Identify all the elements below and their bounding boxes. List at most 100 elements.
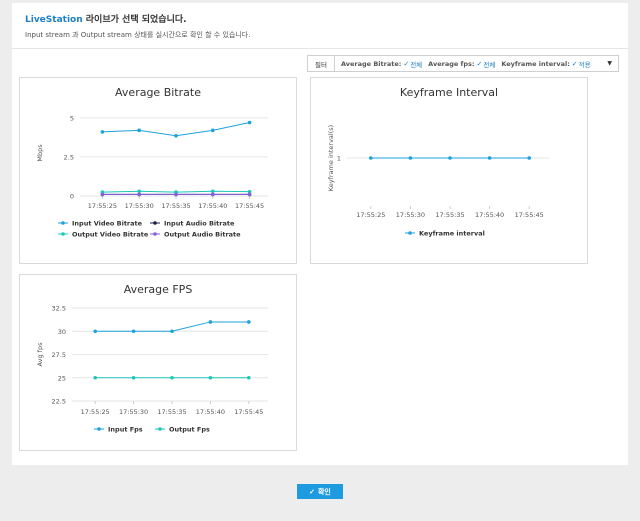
legend-swatch-dot	[153, 232, 157, 236]
data-point	[247, 120, 252, 125]
legend-label: Output Audio Bitrate	[164, 231, 241, 239]
data-point	[247, 189, 252, 194]
x-tick-label: 17:55:40	[196, 408, 225, 416]
legend-swatch-dot	[408, 231, 412, 235]
x-tick-label: 17:55:40	[198, 202, 227, 210]
keyframe-interval-chart: Keyframe Interval 1 Keyframe interval(s) 17…	[310, 77, 588, 264]
x-tick-label: 17:55:45	[234, 408, 263, 416]
filter-keyframe-interval[interactable]: Keyframe interval: ✓ 적용	[501, 59, 590, 69]
legend-label: Input Video Bitrate	[72, 220, 143, 228]
data-point	[247, 192, 252, 197]
y-tick-label: 27.5	[52, 351, 66, 359]
legend-swatch-dot	[97, 427, 101, 431]
legend-label: Input Audio Bitrate	[164, 220, 235, 228]
filter-button[interactable]: 필터	[308, 56, 335, 71]
legend-label: Output Video Bitrate	[72, 231, 149, 239]
data-point	[93, 375, 97, 380]
data-point	[247, 320, 251, 324]
brand-name: LiveStation	[25, 15, 83, 25]
y-tick-label: 22.5	[52, 398, 66, 406]
data-point	[211, 128, 215, 133]
filter-average-bitrate[interactable]: Average Bitrate: ✓ 전체	[341, 59, 422, 69]
caret-down-icon[interactable]: ▼	[607, 60, 612, 67]
data-point	[131, 375, 136, 380]
data-point	[208, 375, 213, 380]
y-axis-label: Keyframe interval(s)	[327, 125, 335, 191]
data-point	[211, 192, 215, 197]
data-point	[208, 320, 213, 324]
filter-bar: 필터 Average Bitrate: ✓ 전체 Average fps: ✓ …	[307, 55, 619, 72]
filter-label: Keyframe interval:	[501, 59, 570, 68]
x-tick-label: 17:55:40	[475, 211, 504, 219]
y-tick-label: 5	[70, 114, 74, 122]
x-tick-label: 17:55:25	[356, 211, 385, 219]
average-fps-chart: Average FPS 22.5 25 27.5 30 32.5 Avg fps 17:55:…	[19, 274, 297, 451]
data-point	[170, 329, 174, 334]
data-point	[100, 130, 105, 134]
y-tick-label: 32.5	[52, 305, 66, 313]
live-status-panel: LiveStation 라이브가 선택 되었습니다. Input stream …	[12, 3, 628, 465]
check-icon: ✓	[571, 59, 578, 68]
x-tick-label: 17:55:25	[88, 202, 117, 210]
filter-value: 적용	[578, 60, 591, 69]
y-tick-label: 1	[337, 155, 341, 163]
x-tick-label: 17:55:30	[396, 211, 425, 219]
data-point	[170, 375, 174, 380]
data-point	[137, 189, 141, 194]
y-tick-label: 0	[70, 193, 74, 201]
data-point	[131, 329, 136, 334]
x-tick-label: 17:55:45	[515, 211, 544, 219]
legend-swatch-dot	[153, 221, 157, 225]
y-axis-label: Mbps	[36, 144, 44, 162]
legend-label: Keyframe interval	[419, 230, 485, 238]
page-description: Input stream 과 Output stream 상태를 실시간으로 확…	[25, 31, 251, 39]
data-point	[174, 134, 178, 138]
filter-label: Average fps:	[428, 59, 475, 68]
legend-label: Output Fps	[169, 426, 210, 434]
data-point	[93, 329, 97, 334]
legend-swatch-dot	[61, 232, 65, 236]
filter-value: 전체	[410, 60, 423, 69]
data-point	[247, 375, 251, 380]
filter-average-fps[interactable]: Average fps: ✓ 전체	[428, 59, 495, 69]
average-bitrate-chart: Average Bitrate 0 2.5 5 Mbps 17:55:25 17:55:30…	[19, 77, 297, 264]
data-point	[487, 156, 492, 160]
chart-title: Keyframe Interval	[400, 86, 498, 99]
series-line	[102, 122, 250, 137]
title-suffix: 라이브가 선택 되었습니다.	[85, 15, 187, 25]
y-tick-label: 25	[58, 374, 66, 382]
legend-swatch-dot	[158, 427, 162, 431]
x-tick-label: 17:55:30	[125, 202, 154, 210]
check-icon: ✓	[309, 488, 315, 496]
data-point	[137, 192, 141, 197]
data-point	[211, 189, 215, 194]
x-tick-label: 17:55:35	[161, 202, 190, 210]
page-title: LiveStation 라이브가 선택 되었습니다.	[25, 12, 187, 25]
chart-title: Average Bitrate	[115, 86, 201, 99]
y-axis-label: Avg fps	[36, 342, 44, 367]
confirm-label: 확인	[317, 488, 331, 496]
data-point	[174, 192, 178, 197]
y-tick-label: 30	[58, 328, 66, 336]
chart-svg: Average Bitrate 0 2.5 5 Mbps 17:55:25 17:55:30…	[36, 86, 268, 239]
y-tick-label: 2.5	[64, 153, 74, 161]
x-tick-label: 17:55:45	[235, 202, 264, 210]
confirm-button[interactable]: ✓ 확인	[297, 484, 343, 499]
data-point	[137, 128, 141, 133]
data-point	[100, 192, 105, 197]
data-point	[369, 156, 373, 160]
check-icon: ✓	[403, 59, 410, 68]
data-point	[408, 156, 413, 160]
data-point	[527, 156, 531, 160]
chart-svg: Average FPS 22.5 25 27.5 30 32.5 Avg fps 17:55:…	[36, 283, 268, 434]
legend-swatch-dot	[61, 221, 65, 225]
x-tick-label: 17:55:35	[435, 211, 464, 219]
x-tick-label: 17:55:25	[81, 408, 110, 416]
x-tick-label: 17:55:35	[157, 408, 186, 416]
check-icon: ✓	[476, 59, 483, 68]
filter-value: 전체	[483, 60, 496, 69]
header-divider	[12, 48, 628, 49]
data-point	[448, 156, 452, 160]
legend-label: Input Fps	[108, 426, 143, 434]
